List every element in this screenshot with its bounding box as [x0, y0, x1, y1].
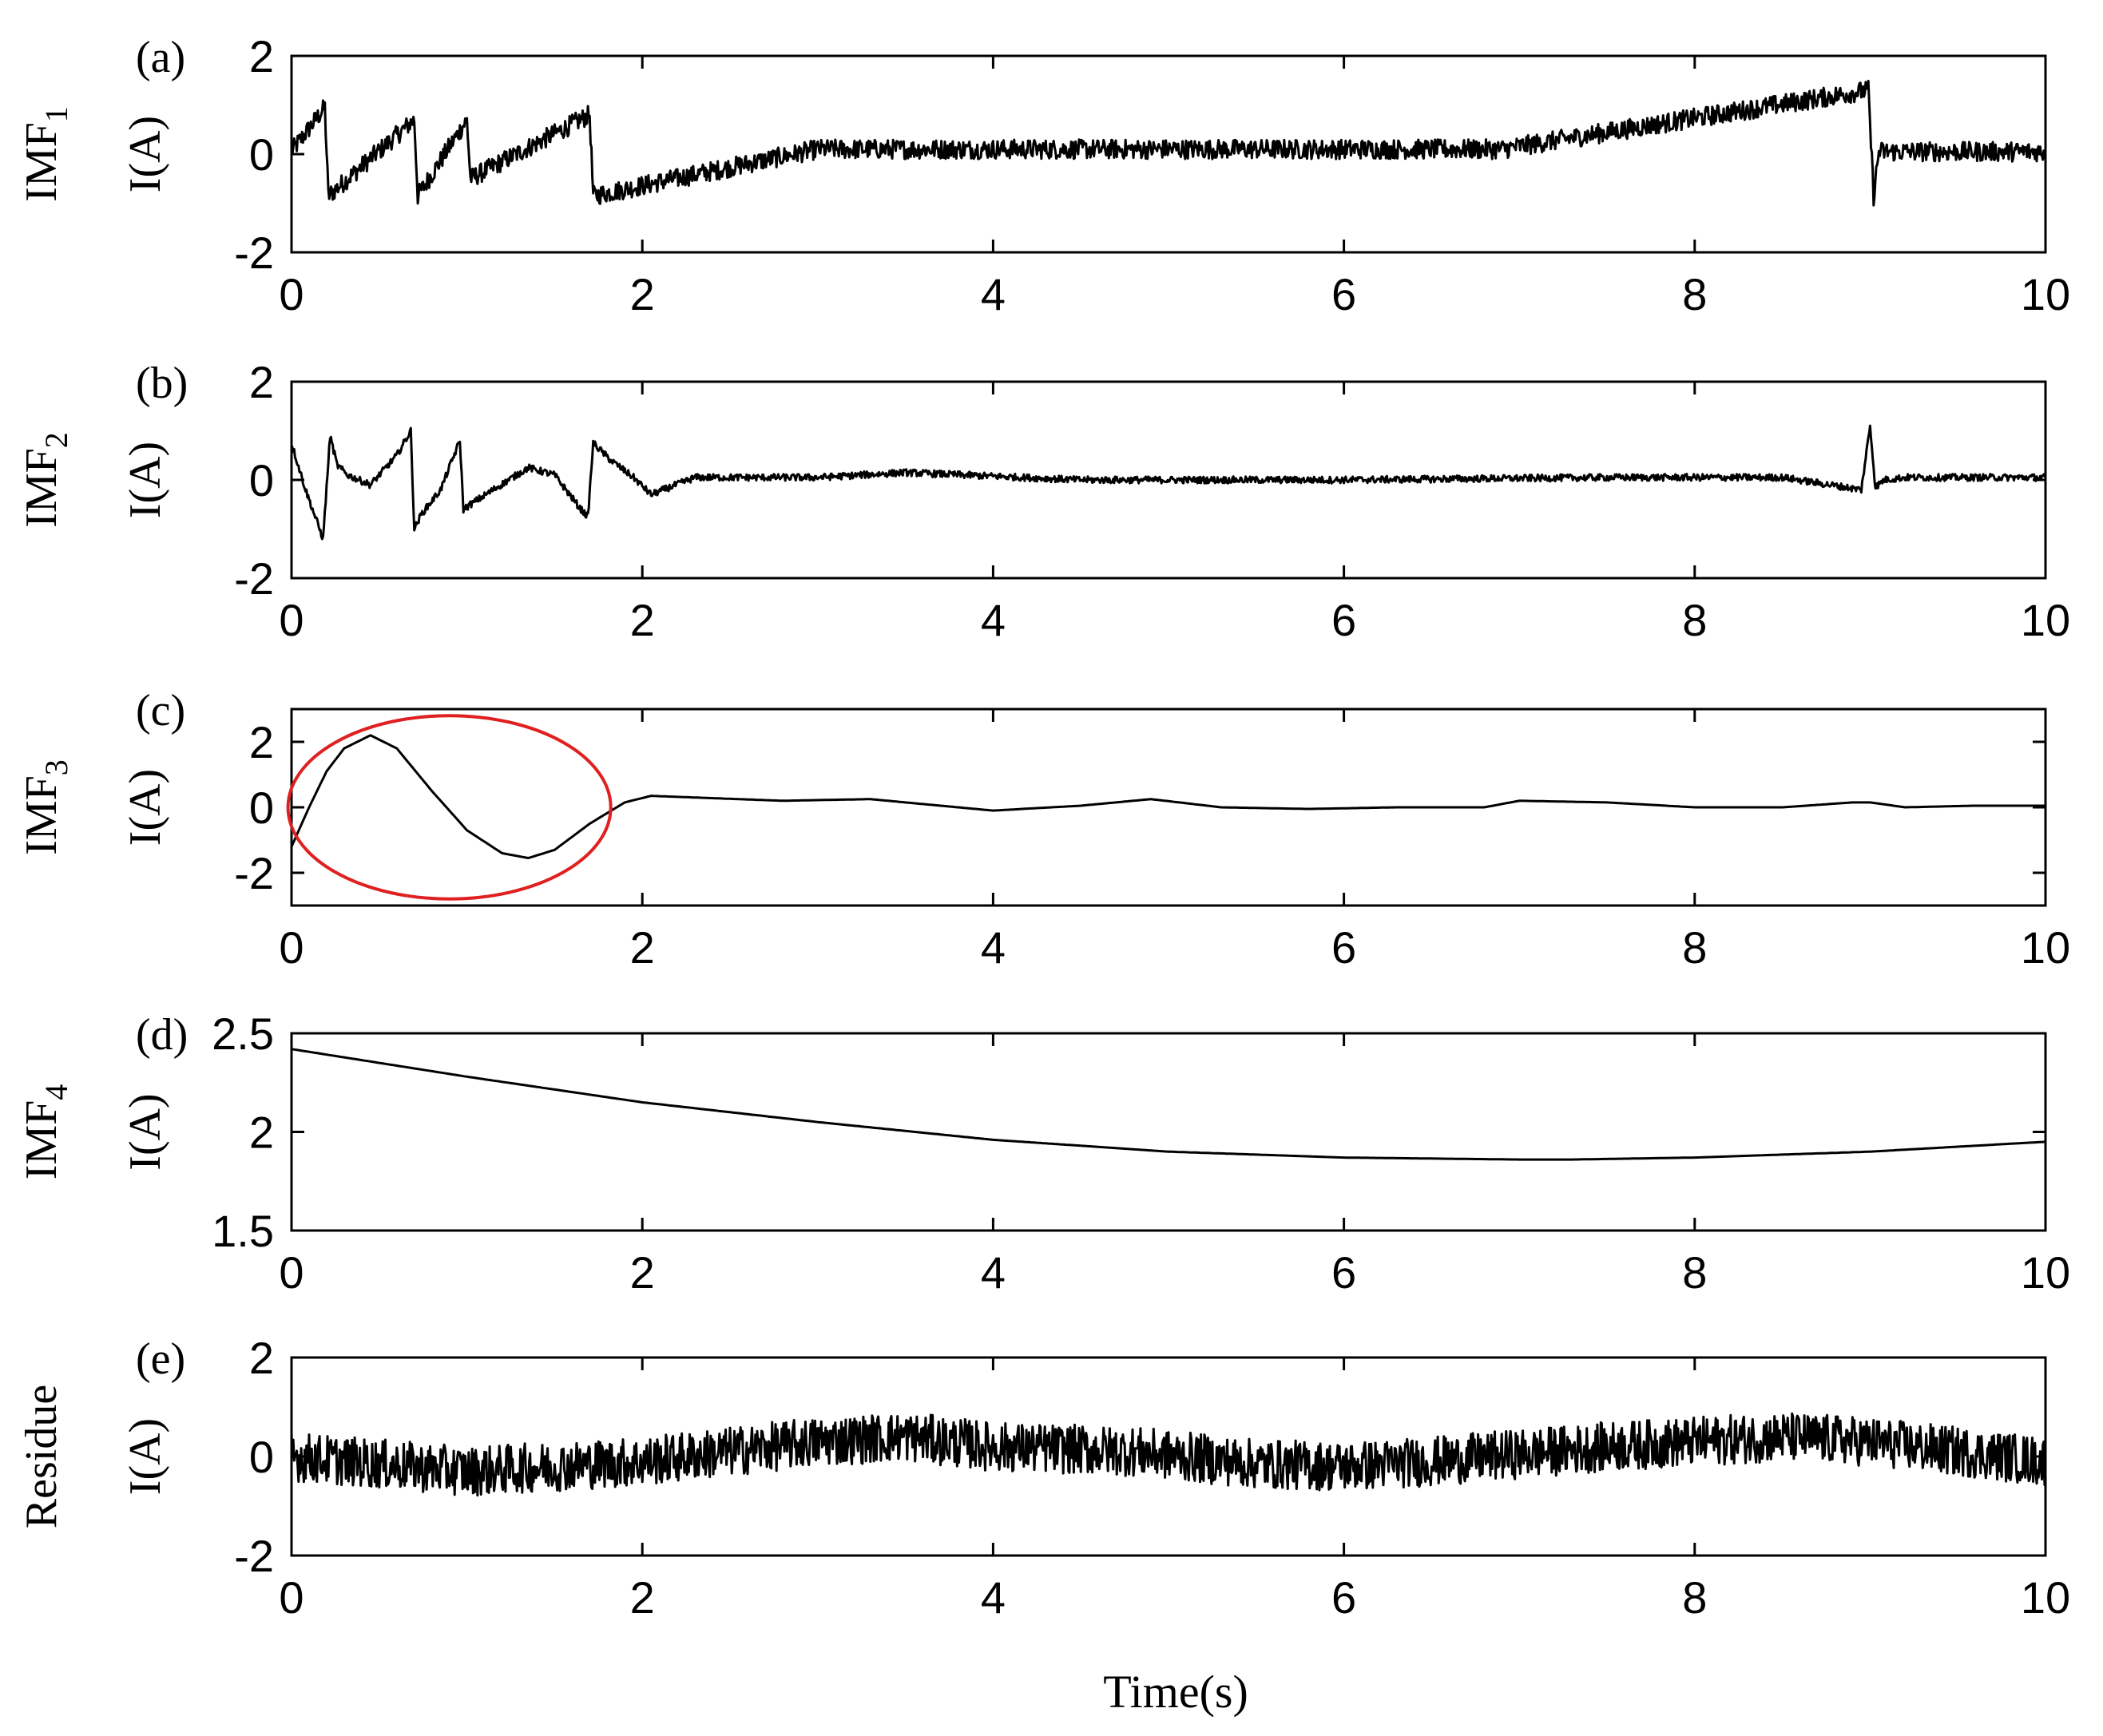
series-line: [292, 79, 2045, 207]
x-tick-label: 10: [2021, 922, 2070, 973]
y-axis-label-top: IMF4: [17, 1084, 74, 1180]
y-tick-label: 2: [249, 1333, 274, 1383]
y-tick-label: -2: [234, 228, 274, 278]
y-axis-label-top: IMF2: [17, 432, 74, 528]
x-tick-label: 2: [630, 269, 655, 319]
y-tick-label: -2: [234, 1531, 274, 1581]
x-tick-label: 8: [1682, 1572, 1707, 1623]
panel-label: (d): [136, 1010, 188, 1060]
x-tick-label: 4: [981, 269, 1006, 319]
y-tick-label: 0: [249, 455, 274, 505]
x-tick-label: 4: [981, 922, 1006, 973]
y-tick-label: 2.5: [212, 1009, 274, 1059]
x-tick-label: 0: [279, 1247, 304, 1298]
y-axis-label-top: IMF1: [17, 106, 74, 202]
panel-d: 0 2 4 6 8 10 1.5 2 2.5 (d) IMF4 I(A): [17, 1009, 2070, 1298]
y-axis-label-subscript: 4: [38, 1084, 74, 1100]
x-tick-label: 6: [1331, 922, 1356, 973]
y-axis-label-bottom: I(A): [121, 1093, 170, 1170]
y-tick-label: 0: [249, 1432, 274, 1482]
x-tick-label: 10: [2021, 1572, 2070, 1623]
x-tick-label: 10: [2021, 595, 2070, 645]
x-tick-label: 6: [1331, 1247, 1356, 1298]
y-tick-label: 2: [249, 31, 274, 81]
y-axis-label-bottom: I(A): [121, 769, 170, 846]
x-tick-label: 4: [981, 595, 1006, 645]
x-tick-label: 0: [279, 595, 304, 645]
y-axis-label-bottom: I(A): [121, 1418, 170, 1495]
y-tick-label: 2: [249, 717, 274, 767]
x-tick-label: 6: [1331, 1572, 1356, 1623]
x-tick-label: 2: [630, 1572, 655, 1623]
series-line: [292, 424, 2045, 541]
x-tick-label: 10: [2021, 1247, 2070, 1298]
x-tick-label: 8: [1682, 595, 1707, 645]
series-line: [292, 1048, 2045, 1161]
x-tick-label: 2: [630, 922, 655, 973]
y-tick-label: 0: [249, 129, 274, 180]
x-tick-label: 4: [981, 1572, 1006, 1623]
y-axis-label-bottom: I(A): [121, 116, 170, 192]
y-tick-label: 1.5: [212, 1206, 274, 1256]
series-line: [292, 734, 2045, 859]
x-tick-label: 0: [279, 1572, 304, 1623]
x-tick-label: 2: [630, 1247, 655, 1298]
y-tick-label: -2: [234, 553, 274, 604]
x-tick-label: 10: [2021, 269, 2070, 319]
x-axis-label: Time(s): [1103, 1666, 1248, 1718]
y-axis-label-top: IMF3: [17, 759, 74, 855]
y-axis-label-subscript: 2: [38, 432, 74, 448]
y-tick-label: -2: [234, 848, 274, 898]
panel-label: (b): [136, 359, 188, 408]
x-tick-label: 8: [1682, 922, 1707, 973]
y-axis-label-subscript: 1: [38, 106, 74, 122]
panel-e: 0 2 4 6 8 10-202(e)Residue I(A): [17, 1333, 2070, 1623]
y-tick-label: 2: [249, 1108, 274, 1158]
panel-label: (e): [136, 1334, 185, 1384]
y-tick-label: 2: [249, 357, 274, 407]
x-tick-label: 0: [279, 922, 304, 973]
x-tick-label: 2: [630, 595, 655, 645]
x-tick-label: 8: [1682, 269, 1707, 319]
series-line: [292, 1412, 2045, 1497]
x-tick-label: 6: [1331, 595, 1356, 645]
x-tick-label: 8: [1682, 1247, 1707, 1298]
x-tick-label: 4: [981, 1247, 1006, 1298]
plot-frame: [290, 1032, 2047, 1232]
y-axis-label-bottom: I(A): [121, 442, 170, 518]
x-tick-label: 0: [279, 269, 304, 319]
y-tick-label: 0: [249, 783, 274, 833]
highlight-ellipse: [286, 714, 613, 901]
y-axis-label-top: Residue: [17, 1385, 66, 1528]
panel-label: (a): [136, 33, 185, 82]
panel-label: (c): [136, 686, 185, 735]
x-tick-label: 6: [1331, 269, 1356, 319]
y-axis-label-subscript: 3: [38, 759, 74, 775]
